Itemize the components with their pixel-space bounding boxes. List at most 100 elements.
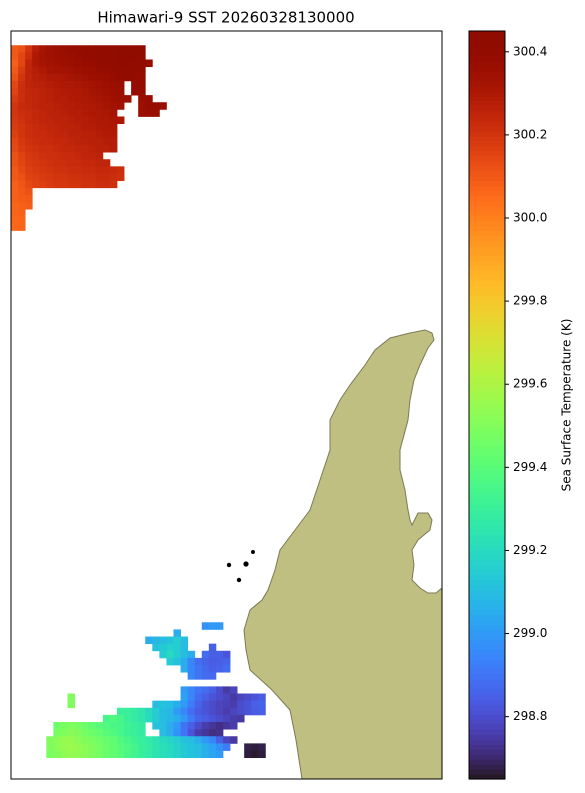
- colorbar-segment: [469, 624, 505, 630]
- cell: [222, 707, 231, 716]
- cell: [95, 152, 104, 160]
- colorbar-segment: [469, 699, 505, 705]
- cell: [145, 714, 153, 723]
- cell: [159, 700, 167, 709]
- cell: [215, 722, 224, 730]
- cell: [67, 152, 75, 160]
- cell: [208, 686, 217, 694]
- cell: [88, 750, 97, 759]
- cell: [230, 693, 238, 702]
- colorbar-segment: [469, 614, 505, 621]
- cell: [208, 657, 217, 666]
- cell: [11, 166, 19, 174]
- cell: [18, 209, 26, 217]
- colorbar-segment: [469, 230, 505, 237]
- cell: [46, 123, 54, 132]
- colorbar-segment: [469, 400, 505, 406]
- cell: [208, 729, 217, 737]
- colorbar-segment: [469, 350, 505, 356]
- cell: [74, 102, 83, 110]
- cell: [138, 729, 146, 737]
- cell: [109, 736, 118, 744]
- cell: [180, 665, 189, 673]
- cell: [95, 52, 104, 60]
- cell: [18, 187, 26, 196]
- cell: [95, 95, 104, 103]
- cell: [152, 102, 160, 110]
- cell: [60, 722, 68, 730]
- colorbar-segment: [469, 774, 505, 780]
- cell: [230, 722, 238, 730]
- cell: [215, 693, 224, 702]
- cell: [201, 714, 210, 723]
- cell: [187, 657, 196, 666]
- cell: [145, 59, 153, 68]
- colorbar-segment: [469, 469, 505, 476]
- cell: [208, 707, 217, 716]
- cell: [237, 693, 245, 702]
- cell: [131, 722, 139, 730]
- cell: [116, 52, 125, 60]
- colorbar-segment: [469, 524, 505, 531]
- cell: [102, 73, 111, 82]
- colorbar-segment: [469, 150, 505, 157]
- cell: [18, 87, 26, 96]
- cell: [102, 714, 111, 723]
- cell: [222, 686, 231, 694]
- cell: [102, 722, 111, 730]
- cell: [60, 743, 68, 751]
- cell: [25, 66, 33, 75]
- cell: [159, 102, 167, 110]
- cell: [145, 750, 153, 759]
- cell: [88, 144, 97, 153]
- cell: [187, 686, 196, 694]
- cell: [60, 729, 68, 737]
- cell: [109, 95, 118, 103]
- cell: [109, 45, 118, 53]
- cell: [11, 52, 19, 60]
- cell: [201, 665, 210, 673]
- cell: [74, 73, 83, 82]
- cell: [215, 707, 224, 716]
- islands: [226, 550, 255, 583]
- cell: [173, 729, 181, 737]
- colorbar-segment: [469, 65, 505, 72]
- cell: [166, 743, 174, 751]
- cell: [95, 80, 104, 89]
- colorbar-segment: [469, 40, 505, 47]
- colorbar-segment: [469, 265, 505, 271]
- colorbar-segment: [469, 449, 505, 456]
- cell: [74, 95, 83, 103]
- cell: [74, 137, 83, 146]
- cell: [32, 95, 40, 103]
- cell: [194, 736, 203, 744]
- colorbar-segment: [469, 220, 505, 227]
- cell: [53, 45, 61, 53]
- cell: [109, 166, 118, 174]
- cell: [102, 45, 111, 53]
- cell: [138, 109, 146, 117]
- cell: [201, 729, 210, 737]
- cell: [39, 137, 47, 146]
- cell: [53, 750, 61, 759]
- cell: [230, 714, 238, 723]
- cell: [88, 166, 97, 174]
- cell: [222, 736, 231, 744]
- cell: [39, 66, 47, 75]
- cell: [131, 743, 139, 751]
- cell: [32, 59, 40, 68]
- cell: [67, 693, 75, 702]
- colorbar-segment: [469, 310, 505, 316]
- cell: [18, 66, 26, 75]
- cell: [74, 729, 83, 737]
- cell: [124, 743, 132, 751]
- cell: [222, 657, 231, 666]
- cell: [67, 137, 75, 146]
- colorbar-segment: [469, 509, 505, 516]
- cell: [222, 714, 231, 723]
- cell: [131, 59, 139, 68]
- cell: [124, 722, 132, 730]
- cell: [180, 722, 189, 730]
- cell: [81, 66, 90, 75]
- cell: [60, 66, 68, 75]
